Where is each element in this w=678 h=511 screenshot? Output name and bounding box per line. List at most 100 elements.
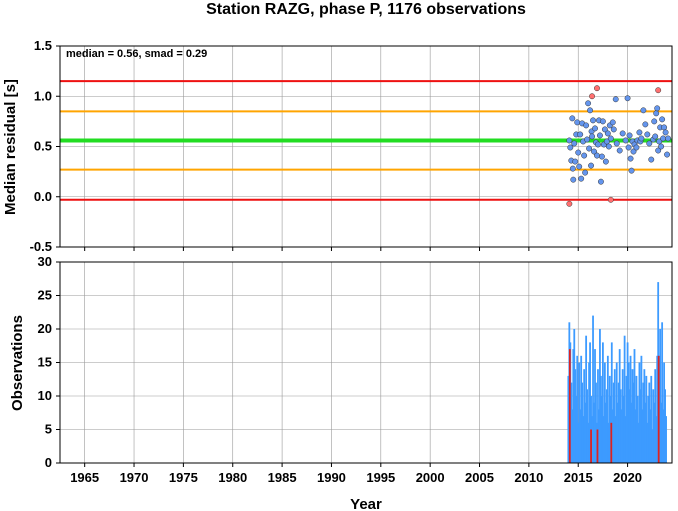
residual-point — [590, 117, 596, 124]
observation-bar — [613, 369, 616, 463]
observation-bar — [572, 349, 575, 463]
residual-point — [644, 131, 651, 138]
observation-bar — [575, 396, 578, 463]
residual-point — [662, 129, 669, 136]
observation-bar — [567, 375, 570, 463]
observation-bar — [571, 409, 574, 463]
observations-panel: 0 5 10 15 20 25 30 1965 1970 1975 1980 1985 1990 199… — [9, 254, 673, 511]
residual-point — [570, 176, 577, 183]
observation-bar — [620, 409, 623, 463]
residual-point — [613, 140, 620, 147]
observations-bars — [567, 282, 667, 463]
observation-bar — [586, 389, 589, 463]
observation-bar — [589, 342, 591, 463]
residual-point — [627, 155, 634, 162]
residual-points — [566, 85, 672, 207]
observation-bar — [595, 382, 597, 463]
x-axis-label: Year — [350, 496, 382, 511]
year-tick-label: 2010 — [514, 470, 543, 485]
residual-point — [630, 148, 637, 155]
observation-bar — [581, 382, 584, 463]
observation-bar — [574, 369, 577, 463]
observation-bar — [576, 355, 579, 463]
outlier-observation-bar — [610, 422, 613, 463]
year-tick-label: 1965 — [70, 470, 99, 485]
observation-bar — [629, 355, 632, 463]
observation-bar — [626, 342, 629, 463]
residual-point — [601, 126, 608, 133]
outlier-observation-bar — [596, 429, 599, 463]
observation-bar — [623, 335, 626, 463]
observation-bar — [654, 369, 657, 463]
residual-point — [569, 115, 576, 122]
observation-bar — [619, 389, 622, 463]
observation-bar — [655, 416, 658, 463]
residual-point — [640, 107, 647, 114]
residual-y-tick-label: 1.0 — [34, 88, 52, 103]
observation-bar — [630, 402, 633, 463]
observation-bar — [641, 409, 644, 463]
observation-bar — [645, 375, 648, 463]
observation-bar — [649, 409, 652, 463]
residual-y-tick-label: 0.5 — [34, 139, 52, 154]
residual-point — [576, 163, 583, 170]
residual-point — [586, 145, 593, 152]
observations-y-tick-label: 20 — [38, 321, 52, 336]
residual-point — [587, 107, 594, 114]
residual-point — [592, 125, 598, 132]
observation-bar — [588, 362, 590, 463]
residual-point — [655, 147, 662, 154]
observation-bar — [598, 409, 600, 463]
year-x-ticks: 1965 1970 1975 1980 1985 1990 1995 2000 2005 2010… — [70, 470, 642, 485]
residual-point — [665, 135, 672, 142]
residual-point — [609, 119, 616, 126]
observation-bar — [603, 362, 606, 463]
observation-bar — [628, 389, 631, 463]
observations-y-tick-label: 15 — [38, 355, 52, 370]
residual-point — [594, 152, 600, 159]
observation-bar — [643, 369, 646, 463]
observation-bar — [640, 355, 643, 463]
observation-bar — [602, 416, 605, 463]
residual-point — [626, 132, 633, 139]
residual-point — [651, 118, 658, 125]
observations-y-tick-label: 25 — [38, 288, 52, 303]
observation-bar — [593, 402, 595, 463]
residual-point — [577, 131, 584, 138]
year-tick-label: 1990 — [317, 470, 346, 485]
residual-y-ticks: -0.5 0.0 0.5 1.0 1.5 — [30, 38, 52, 254]
outlier-observation-bar — [657, 355, 660, 463]
residual-point — [591, 148, 597, 155]
residual-point — [652, 133, 659, 140]
observation-bar — [604, 402, 607, 463]
residual-point — [574, 119, 581, 126]
residual-point — [597, 178, 604, 185]
observation-bar — [585, 335, 588, 463]
residual-point — [603, 138, 610, 145]
observation-bar — [605, 389, 608, 463]
residual-point — [595, 141, 601, 148]
residual-point — [622, 137, 629, 144]
observations-y-ticks: 0 5 10 15 20 25 30 — [38, 254, 52, 470]
observation-bar — [635, 375, 638, 463]
year-tick-label: 1985 — [268, 470, 297, 485]
observation-bar — [656, 355, 659, 463]
observation-bar — [579, 409, 582, 463]
observation-bar — [647, 396, 650, 463]
observation-bar — [582, 416, 585, 463]
observation-bar — [587, 422, 589, 463]
residual-point — [596, 132, 603, 139]
observation-bar — [616, 402, 619, 463]
year-tick-label: 2000 — [416, 470, 445, 485]
observation-bar — [597, 369, 599, 463]
residual-grid — [56, 45, 672, 251]
observation-bar — [648, 382, 651, 463]
residual-point — [588, 162, 595, 169]
residual-point — [659, 116, 666, 123]
observation-bar — [659, 329, 662, 463]
observation-bar — [612, 382, 615, 463]
residual-point — [610, 126, 617, 133]
residual-point — [572, 158, 579, 165]
residual-point — [624, 95, 631, 102]
year-tick-label: 1970 — [120, 470, 149, 485]
